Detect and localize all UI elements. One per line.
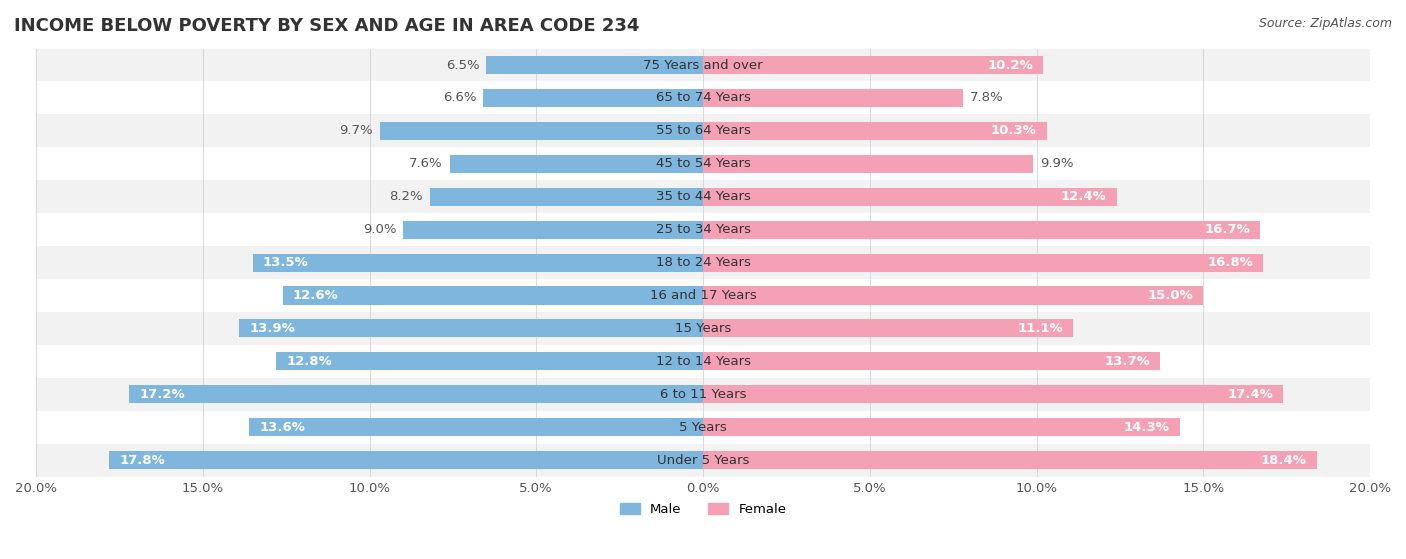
Text: 9.7%: 9.7% [339,124,373,138]
Text: 6.5%: 6.5% [446,59,479,72]
Text: 16 and 17 Years: 16 and 17 Years [650,289,756,302]
Text: 12.6%: 12.6% [292,289,339,302]
Text: INCOME BELOW POVERTY BY SEX AND AGE IN AREA CODE 234: INCOME BELOW POVERTY BY SEX AND AGE IN A… [14,17,640,35]
Text: 9.9%: 9.9% [1040,157,1073,170]
Text: 10.2%: 10.2% [987,59,1033,72]
Bar [703,122,1046,140]
Bar [276,352,703,371]
Bar [703,188,1116,206]
Text: 13.7%: 13.7% [1104,355,1150,368]
Text: 7.8%: 7.8% [970,92,1004,105]
Bar [380,122,703,140]
Text: 12.8%: 12.8% [287,355,332,368]
Text: 75 Years and over: 75 Years and over [643,59,763,72]
Text: 13.5%: 13.5% [263,256,308,269]
Bar [703,319,1073,338]
Bar [37,148,1369,180]
Bar [37,378,1369,411]
Text: 10.3%: 10.3% [991,124,1036,138]
Text: 13.6%: 13.6% [260,421,305,434]
Text: 11.1%: 11.1% [1018,322,1063,335]
Bar [37,180,1369,213]
Bar [429,188,703,206]
Bar [404,221,703,239]
Text: 13.9%: 13.9% [249,322,295,335]
Bar [37,279,1369,312]
Bar [37,246,1369,279]
Bar [703,56,1043,74]
Bar [703,451,1316,469]
Text: Under 5 Years: Under 5 Years [657,453,749,467]
Bar [37,49,1369,82]
Text: 15.0%: 15.0% [1147,289,1194,302]
Bar [703,254,1263,272]
Bar [703,418,1180,436]
Bar [703,155,1033,173]
Bar [37,312,1369,345]
Bar [37,115,1369,148]
Bar [486,56,703,74]
Text: 7.6%: 7.6% [409,157,443,170]
Text: 17.8%: 17.8% [120,453,165,467]
Text: 12.4%: 12.4% [1060,190,1107,203]
Text: 25 to 34 Years: 25 to 34 Years [655,223,751,236]
Bar [37,345,1369,378]
Text: 55 to 64 Years: 55 to 64 Years [655,124,751,138]
Bar [249,418,703,436]
Text: 65 to 74 Years: 65 to 74 Years [655,92,751,105]
Bar [283,286,703,305]
Bar [239,319,703,338]
Text: 6.6%: 6.6% [443,92,477,105]
Text: 17.2%: 17.2% [139,388,186,401]
Bar [703,286,1204,305]
Text: 35 to 44 Years: 35 to 44 Years [655,190,751,203]
Bar [37,213,1369,246]
Text: 14.3%: 14.3% [1123,421,1170,434]
Text: 18 to 24 Years: 18 to 24 Years [655,256,751,269]
Text: 6 to 11 Years: 6 to 11 Years [659,388,747,401]
Text: 17.4%: 17.4% [1227,388,1274,401]
Bar [129,385,703,404]
Bar [703,385,1284,404]
Text: 8.2%: 8.2% [389,190,423,203]
Bar [450,155,703,173]
Bar [703,221,1260,239]
Bar [482,89,703,107]
Text: 18.4%: 18.4% [1261,453,1306,467]
Bar [703,352,1160,371]
Legend: Male, Female: Male, Female [614,498,792,522]
Text: 45 to 54 Years: 45 to 54 Years [655,157,751,170]
Text: Source: ZipAtlas.com: Source: ZipAtlas.com [1258,17,1392,30]
Bar [110,451,703,469]
Text: 12 to 14 Years: 12 to 14 Years [655,355,751,368]
Bar [37,82,1369,115]
Text: 16.8%: 16.8% [1208,256,1253,269]
Text: 9.0%: 9.0% [363,223,396,236]
Bar [37,444,1369,477]
Text: 5 Years: 5 Years [679,421,727,434]
Text: 15 Years: 15 Years [675,322,731,335]
Bar [37,411,1369,444]
Bar [703,89,963,107]
Bar [253,254,703,272]
Text: 16.7%: 16.7% [1204,223,1250,236]
